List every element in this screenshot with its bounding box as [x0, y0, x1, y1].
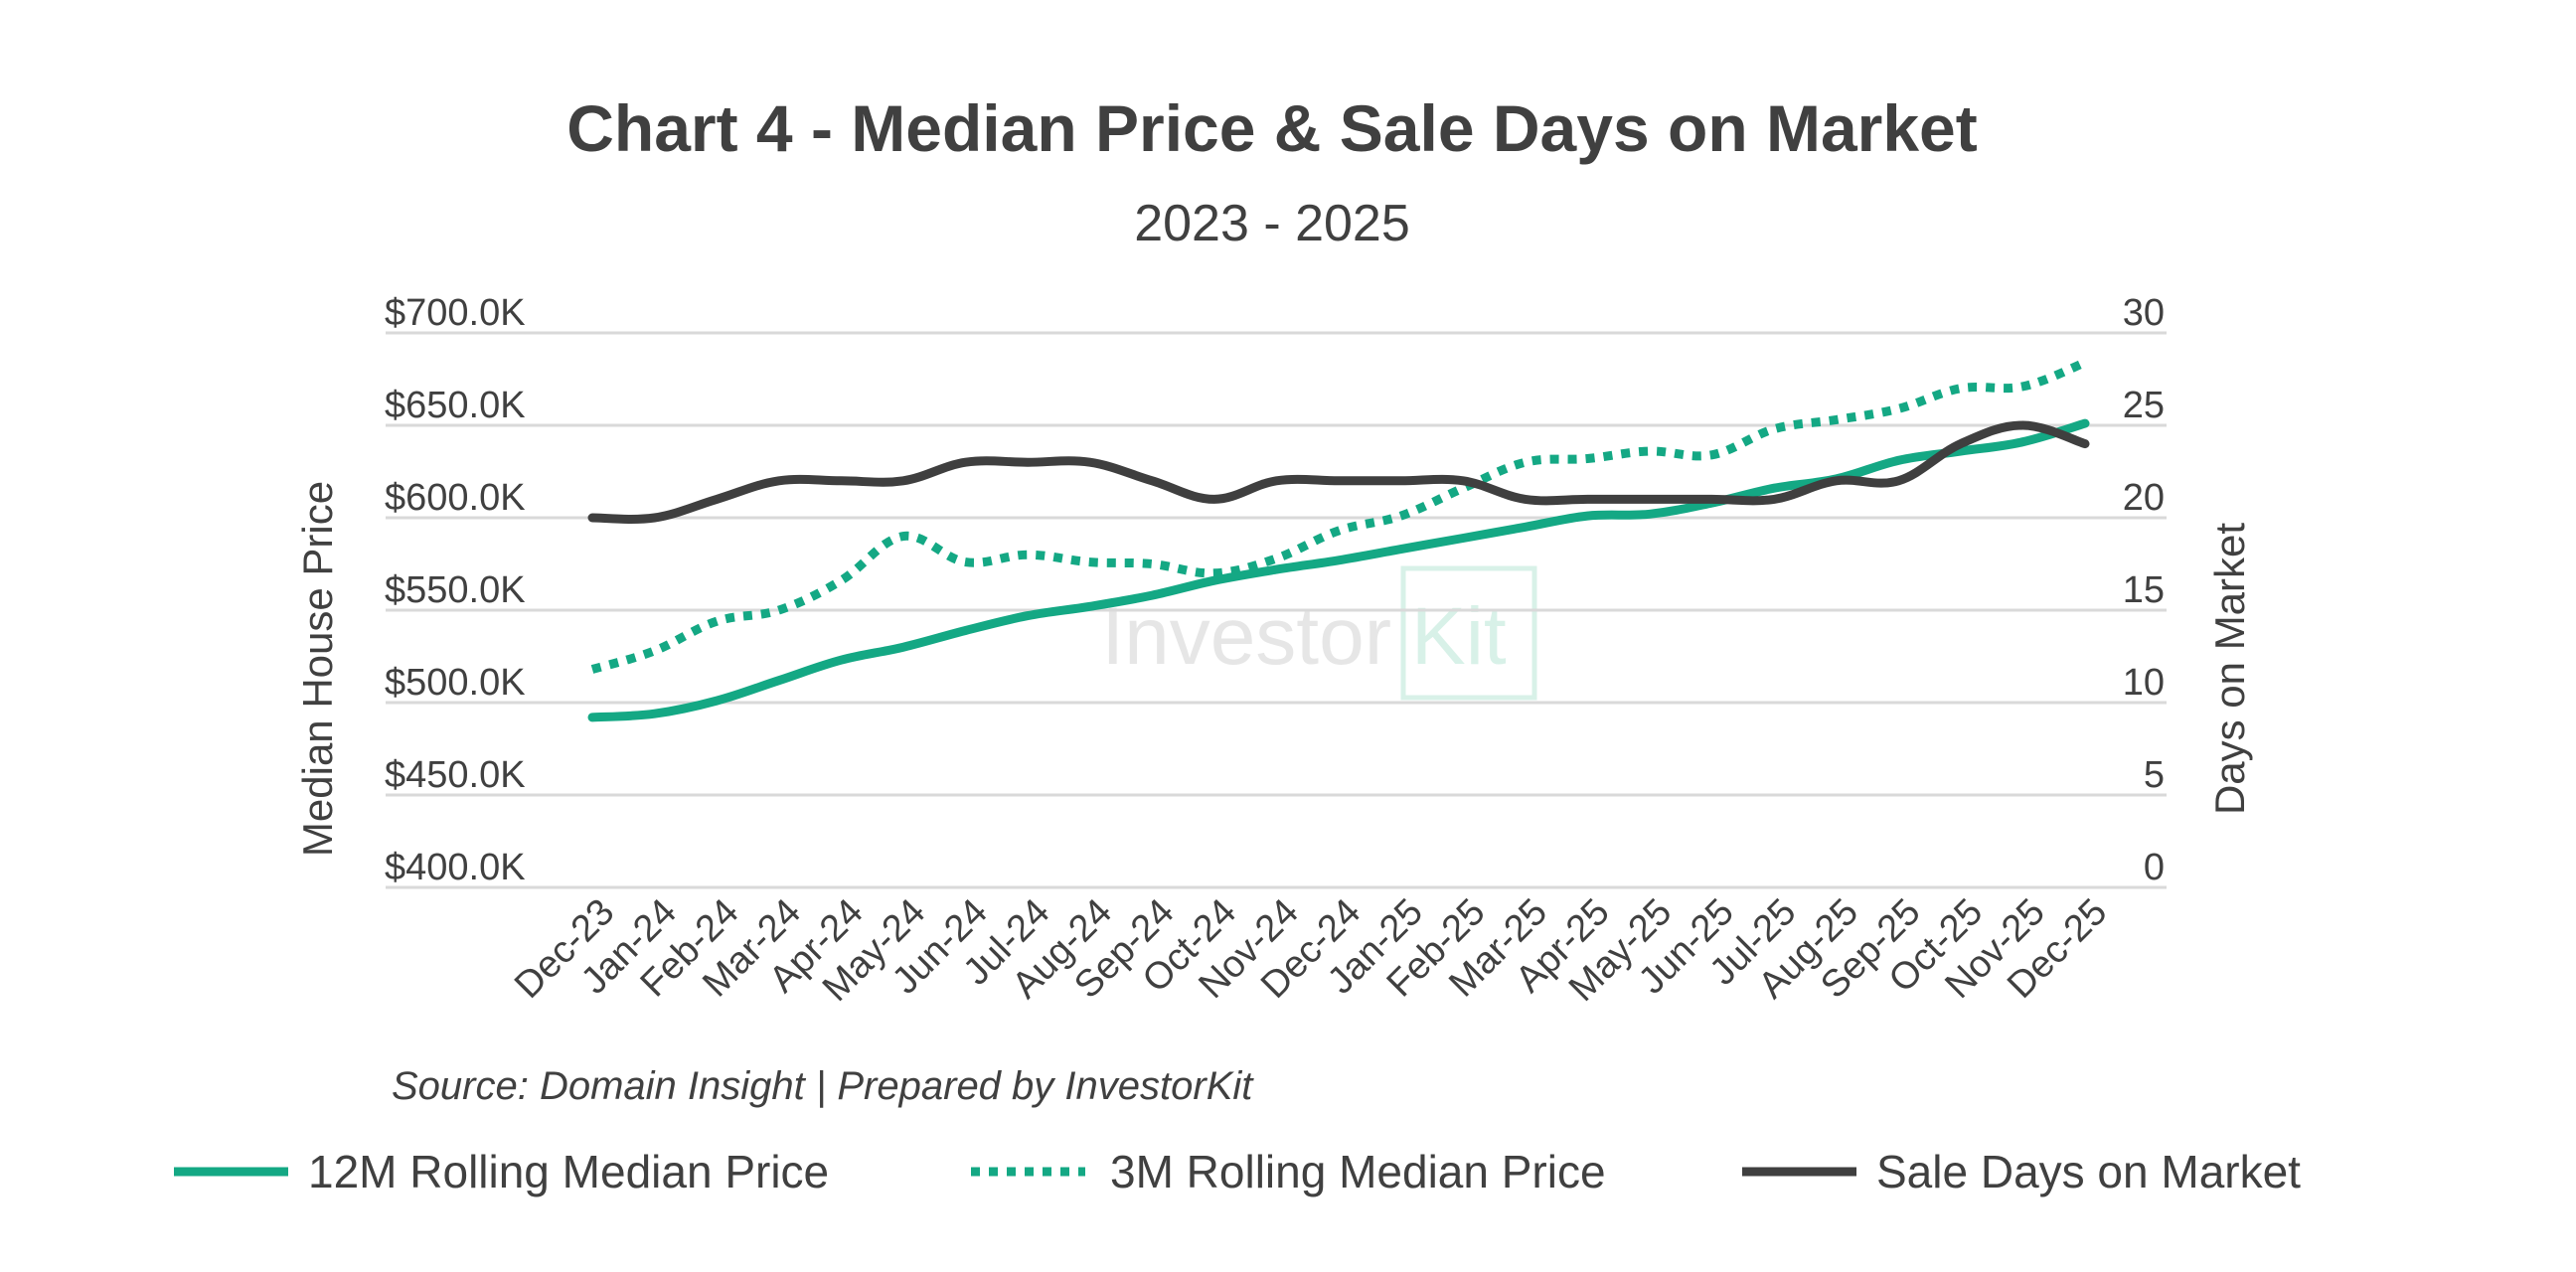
left-axis-ticks: $400.0K $450.0K $500.0K $550.0K $600.0K $650.… — [385, 292, 526, 888]
right-tick-label: 30 — [2123, 292, 2165, 334]
chart-title: Chart 4 - Median Price & Sale Days on Ma… — [566, 91, 1978, 165]
legend-item-dom: Sale Days on Market — [1742, 1146, 2301, 1197]
watermark-box — [1400, 565, 1537, 701]
watermark-text-kit: Kit — [1411, 591, 1507, 682]
right-tick-label: 20 — [2123, 477, 2165, 519]
legend: 12M Rolling Median Price 3M Rolling Medi… — [174, 1146, 2301, 1197]
legend-item-12m: 12M Rolling Median Price — [174, 1146, 829, 1197]
source-note: Source: Domain Insight | Prepared by Inv… — [392, 1064, 1254, 1108]
x-axis-ticks: Dec-23Jan-24Feb-24Mar-24Apr-24May-24Jun-… — [507, 891, 2115, 1010]
left-tick-label: $700.0K — [385, 292, 526, 334]
series-3m-rolling-median-price — [590, 358, 2087, 674]
series-lines — [587, 358, 2090, 722]
watermark: Investor Kit — [1101, 565, 1537, 701]
series-sale-days-on-market — [587, 420, 2090, 524]
left-tick-label: $600.0K — [385, 477, 526, 519]
legend-label-dom: Sale Days on Market — [1876, 1146, 2301, 1197]
right-tick-label: 0 — [2144, 847, 2165, 888]
legend-label-12m: 12M Rolling Median Price — [308, 1146, 829, 1197]
right-tick-label: 25 — [2123, 385, 2165, 426]
watermark-text-investor: Investor — [1101, 591, 1391, 682]
gridlines — [386, 331, 2167, 889]
right-tick-label: 10 — [2123, 662, 2165, 704]
right-tick-label: 15 — [2123, 569, 2165, 611]
legend-item-3m: 3M Rolling Median Price — [971, 1146, 1606, 1197]
chart-subtitle: 2023 - 2025 — [1134, 195, 1410, 252]
left-tick-label: $650.0K — [385, 385, 526, 426]
right-axis-ticks: 0 5 10 15 20 25 30 — [2123, 292, 2165, 888]
legend-label-3m: 3M Rolling Median Price — [1110, 1146, 1606, 1197]
left-tick-label: $500.0K — [385, 662, 526, 704]
right-axis-label: Days on Market — [2206, 523, 2253, 815]
left-tick-label: $450.0K — [385, 754, 526, 796]
left-tick-label: $550.0K — [385, 569, 526, 611]
left-tick-label: $400.0K — [385, 847, 526, 888]
left-axis-label: Median House Price — [294, 481, 341, 857]
right-tick-label: 5 — [2144, 754, 2165, 796]
